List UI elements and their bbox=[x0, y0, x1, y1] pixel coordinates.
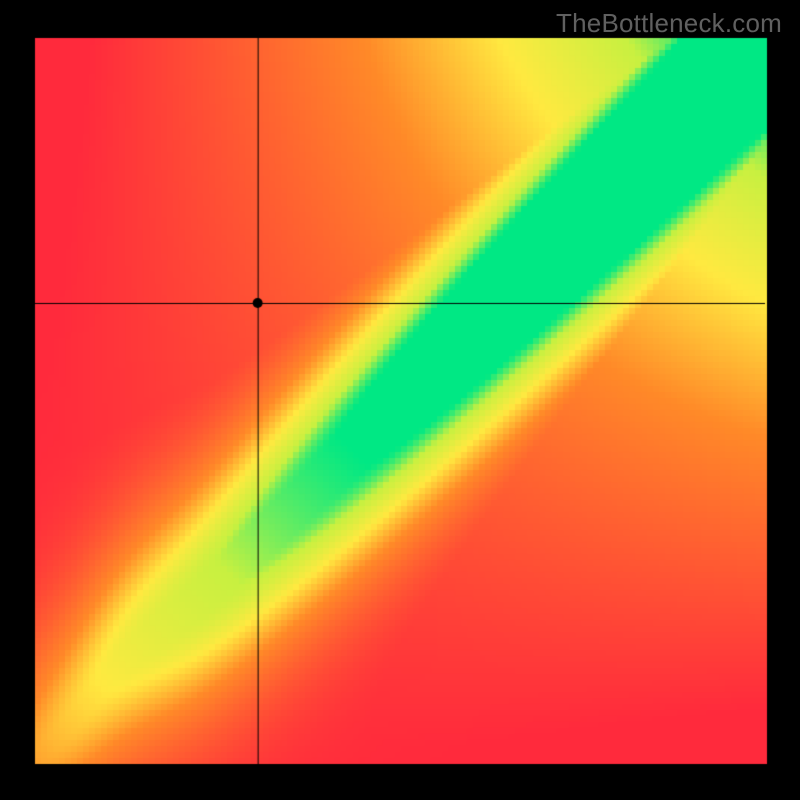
chart-container: TheBottleneck.com bbox=[0, 0, 800, 800]
heatmap-canvas bbox=[0, 0, 800, 800]
watermark-text: TheBottleneck.com bbox=[556, 8, 782, 39]
